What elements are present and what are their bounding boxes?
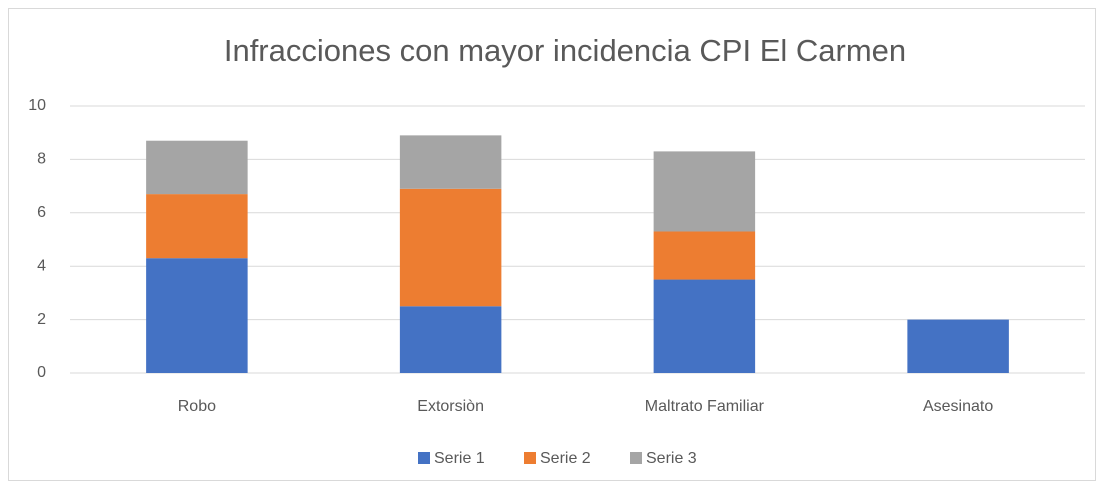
y-tick-label: 6: [37, 204, 46, 221]
x-tick-label: Maltrato Familiar: [645, 398, 765, 415]
y-tick-label: 4: [37, 257, 46, 274]
legend-swatch: [418, 452, 430, 464]
y-tick-label: 8: [37, 151, 46, 168]
y-tick-label: 10: [28, 97, 46, 114]
bar-segment: [399, 135, 502, 189]
legend-label: Serie 1: [434, 450, 485, 467]
x-tick-label: Robo: [178, 398, 216, 415]
chart-title: Infracciones con mayor incidencia CPI El…: [224, 33, 906, 68]
bar-segment: [653, 231, 756, 280]
bar-segment: [653, 151, 756, 232]
bar-segment: [907, 319, 1009, 373]
legend-swatch: [524, 452, 536, 464]
y-tick-label: 0: [37, 364, 46, 381]
bar-segment: [653, 279, 756, 373]
y-tick-label: 2: [37, 311, 46, 328]
legend-label: Serie 2: [540, 450, 591, 467]
x-tick-label: Asesinato: [923, 398, 993, 415]
bar-segment: [146, 194, 248, 259]
legend-label: Serie 3: [646, 450, 697, 467]
bar-segment: [146, 258, 248, 373]
bar-segment: [399, 306, 502, 373]
bar-segment: [399, 188, 502, 307]
x-tick-label: Extorsiòn: [417, 398, 484, 415]
bar-segment: [146, 140, 248, 195]
legend-swatch: [630, 452, 642, 464]
